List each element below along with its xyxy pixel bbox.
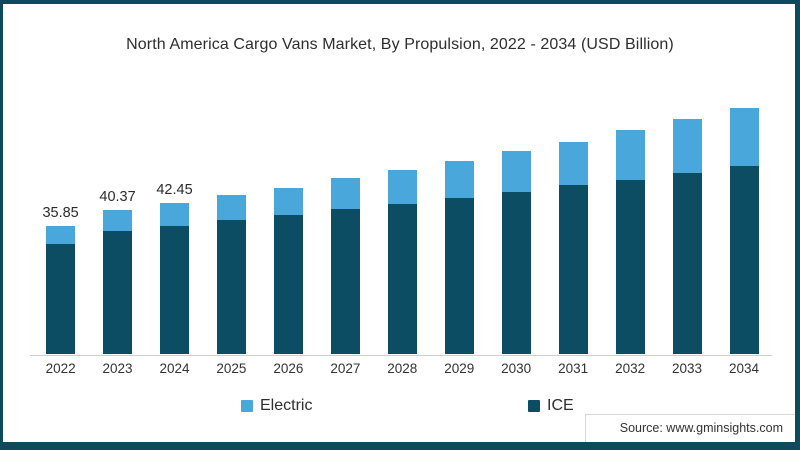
x-axis-label-2033: 2033 xyxy=(672,361,703,376)
bar-2023-electric-segment xyxy=(103,210,133,232)
bar-2026-electric-segment xyxy=(273,187,303,216)
bar-2031-ice-segment xyxy=(558,185,588,354)
bar-2027-electric-segment xyxy=(330,178,360,210)
x-axis-label-2024: 2024 xyxy=(159,361,190,376)
bar-2032-ice-segment xyxy=(615,179,645,354)
x-axis-label-2027: 2027 xyxy=(330,361,361,376)
x-axis-line xyxy=(30,355,772,356)
bar-2031-electric-segment xyxy=(558,141,588,186)
bar-2024-total-label: 42.45 xyxy=(156,181,193,198)
x-axis-label-2025: 2025 xyxy=(216,361,247,376)
bar-2032-electric-segment xyxy=(615,130,645,180)
bar-2024-electric-segment xyxy=(160,202,189,227)
bar-2029-electric-segment xyxy=(444,161,474,199)
bar-2028-electric-segment xyxy=(387,170,417,204)
x-axis-label-2034: 2034 xyxy=(728,361,760,376)
x-axis-label-2028: 2028 xyxy=(387,361,418,376)
bar-2024-ice-segment xyxy=(160,226,189,354)
bar-2029-ice-segment xyxy=(444,198,474,354)
legend-item-electric: Electric xyxy=(241,397,312,415)
bar-2025-electric-segment xyxy=(216,195,246,221)
x-axis-label-2032: 2032 xyxy=(615,361,646,376)
legend-label-ice: ICE xyxy=(547,397,574,414)
x-axis-label-2031: 2031 xyxy=(558,361,589,376)
electric-legend-swatch-icon xyxy=(241,400,253,412)
x-axis-label-2029: 2029 xyxy=(444,361,475,376)
bar-2030-ice-segment xyxy=(501,191,531,354)
source-text: Source: www.gminsights.com xyxy=(619,421,783,435)
bar-2022-total-label: 35.85 xyxy=(42,205,79,222)
chart-title: North America Cargo Vans Market, By Prop… xyxy=(126,36,674,53)
x-axis-label-2026: 2026 xyxy=(273,361,304,376)
ice-legend-swatch-icon xyxy=(528,400,540,412)
legend-label-electric: Electric xyxy=(260,397,313,414)
bar-2028-ice-segment xyxy=(387,203,417,354)
x-axis-label-2023: 2023 xyxy=(102,361,133,376)
bar-2023-total-label: 40.37 xyxy=(99,189,136,206)
bar-2025-ice-segment xyxy=(216,220,246,354)
legend-item-ice: ICE xyxy=(528,397,574,415)
bar-2023-ice-segment xyxy=(103,231,133,354)
bar-2026-ice-segment xyxy=(273,215,303,354)
bar-2034-ice-segment xyxy=(729,166,759,354)
bar-2030-electric-segment xyxy=(501,151,531,192)
source-attribution: Source: www.gminsights.com xyxy=(584,414,795,442)
bar-2033-ice-segment xyxy=(672,172,702,354)
bar-2034-electric-segment xyxy=(729,107,759,167)
bar-2027-ice-segment xyxy=(330,209,360,354)
bar-2022-ice-segment xyxy=(46,243,76,354)
x-axis-label-2030: 2030 xyxy=(501,361,532,376)
x-axis-label-2022: 2022 xyxy=(45,361,76,376)
bar-2033-electric-segment xyxy=(672,119,702,173)
bar-2022-electric-segment xyxy=(46,226,76,244)
